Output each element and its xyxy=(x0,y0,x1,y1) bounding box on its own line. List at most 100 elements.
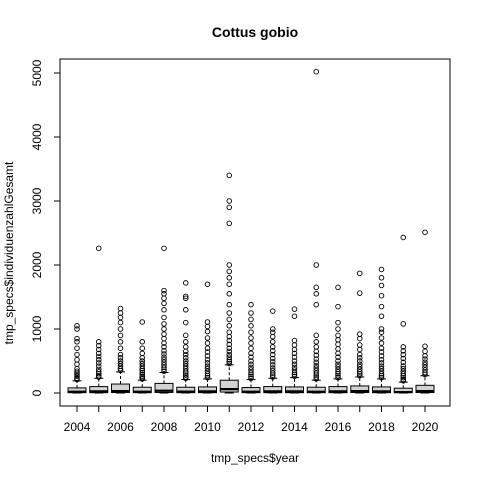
outlier-point xyxy=(248,369,254,376)
outlier-point xyxy=(248,310,254,316)
outlier-point xyxy=(422,364,428,371)
outlier-point xyxy=(270,333,276,340)
outlier-point xyxy=(400,351,407,358)
outlier-point xyxy=(335,341,341,348)
outlier-point xyxy=(226,354,232,360)
outlier-point xyxy=(248,361,254,367)
outlier-point xyxy=(74,373,80,380)
outlier-point xyxy=(400,234,407,241)
outlier-point xyxy=(313,352,320,358)
outlier-point xyxy=(182,319,189,326)
outlier-point xyxy=(182,360,189,367)
x-axis: 2004 2006 2008 2010 2012 2014 2016 2018 2020 xyxy=(64,405,439,434)
outlier-point xyxy=(204,374,211,381)
outlier-point xyxy=(422,369,428,376)
outlier-point xyxy=(248,340,254,346)
outlier-point xyxy=(400,321,407,327)
outlier-point xyxy=(335,374,341,381)
outlier-point xyxy=(226,323,232,329)
outlier-point xyxy=(182,307,189,313)
box-rect xyxy=(154,382,174,393)
outlier-point xyxy=(117,305,124,312)
box-rect xyxy=(350,385,370,393)
outlier-point xyxy=(378,365,385,372)
outlier-point xyxy=(335,364,341,370)
outlier-point xyxy=(335,366,341,373)
outlier-point xyxy=(400,344,407,350)
box-rect xyxy=(415,384,435,393)
outlier-point xyxy=(248,329,254,335)
outlier-point xyxy=(291,369,298,376)
outlier-point xyxy=(204,353,211,359)
outlier-point xyxy=(161,351,167,357)
box-rect xyxy=(111,383,130,393)
outlier-point xyxy=(291,361,298,367)
outlier-point xyxy=(226,316,232,323)
outlier-point xyxy=(74,361,80,367)
outlier-point xyxy=(400,365,407,372)
outlier-point xyxy=(378,282,385,289)
outlier-point xyxy=(335,326,341,332)
outlier-point xyxy=(248,375,254,382)
outlier-point xyxy=(161,307,167,313)
outlier-point xyxy=(422,362,428,368)
outlier-point xyxy=(161,295,167,302)
outlier-point xyxy=(204,356,211,363)
outlier-point xyxy=(161,245,167,252)
outlier-point xyxy=(270,351,276,358)
outlier-point xyxy=(313,284,320,291)
box-rect xyxy=(219,379,239,393)
outlier-point xyxy=(335,319,341,326)
outlier-point xyxy=(226,198,232,204)
outlier-point xyxy=(313,370,320,376)
outlier-point xyxy=(161,314,167,321)
outlier-point xyxy=(139,319,145,325)
y-tick-label: 1000 xyxy=(30,315,44,342)
box-2006 xyxy=(111,305,130,394)
outlier-point xyxy=(400,348,407,354)
outlier-point xyxy=(226,301,232,308)
outlier-point xyxy=(161,291,167,297)
outlier-point xyxy=(117,363,124,369)
outlier-point xyxy=(270,365,276,371)
outlier-point xyxy=(95,360,102,366)
outlier-point xyxy=(204,363,211,369)
outlier-point xyxy=(117,351,124,358)
outlier-point xyxy=(357,355,363,361)
outlier-point xyxy=(291,342,298,348)
box-2017 xyxy=(350,270,370,394)
outlier-point xyxy=(248,335,254,341)
outlier-point xyxy=(248,358,254,364)
outlier-point xyxy=(270,367,276,374)
outlier-point xyxy=(400,371,407,377)
outlier-point xyxy=(335,358,341,364)
outlier-point xyxy=(270,344,276,350)
outlier-point xyxy=(378,292,385,299)
outlier-point xyxy=(95,342,102,349)
outlier-point xyxy=(226,262,232,268)
outlier-point xyxy=(139,373,145,380)
outlier-point xyxy=(335,346,341,352)
outlier-point xyxy=(248,345,254,351)
outlier-point xyxy=(248,350,254,357)
outlier-point xyxy=(161,321,167,327)
outlier-point xyxy=(357,366,363,373)
y-tick-label: 0 xyxy=(30,389,44,396)
outlier-point xyxy=(422,356,428,362)
box-2008 xyxy=(154,245,174,394)
outlier-point xyxy=(291,367,298,373)
outlier-point xyxy=(270,329,276,335)
outlier-point xyxy=(378,363,385,369)
outlier-point xyxy=(226,351,232,358)
outlier-point xyxy=(95,346,102,353)
outlier-point xyxy=(182,374,189,380)
x-tick-label: 2020 xyxy=(412,420,439,434)
outlier-point xyxy=(357,346,363,353)
outlier-point xyxy=(357,361,363,367)
outlier-point xyxy=(313,356,320,362)
outlier-point xyxy=(248,354,254,360)
outlier-point xyxy=(139,350,145,357)
outlier-point xyxy=(95,372,102,379)
outlier-point xyxy=(182,358,189,364)
